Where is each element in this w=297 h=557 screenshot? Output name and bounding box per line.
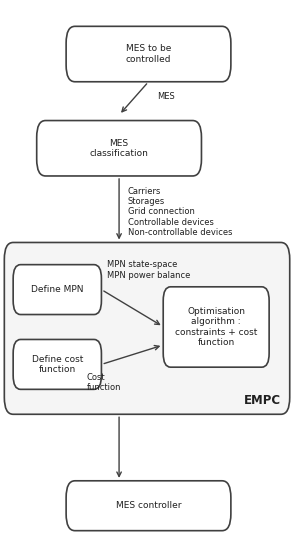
FancyBboxPatch shape xyxy=(13,265,101,315)
Text: Define cost
function: Define cost function xyxy=(31,355,83,374)
Text: Optimisation
algorithm :
constraints + cost
function: Optimisation algorithm : constraints + c… xyxy=(175,307,257,347)
FancyBboxPatch shape xyxy=(13,339,101,389)
Text: Cost
function: Cost function xyxy=(87,373,121,392)
Text: MES
classification: MES classification xyxy=(90,139,148,158)
Text: EMPC: EMPC xyxy=(244,394,281,407)
FancyBboxPatch shape xyxy=(37,120,201,176)
Text: MES controller: MES controller xyxy=(116,501,181,510)
Text: MES to be
controlled: MES to be controlled xyxy=(126,45,171,63)
FancyBboxPatch shape xyxy=(4,242,290,414)
Text: Carriers
Storages
Grid connection
Controllable devices
Non-controllable devices: Carriers Storages Grid connection Contro… xyxy=(128,187,233,237)
FancyBboxPatch shape xyxy=(163,287,269,367)
Text: MES: MES xyxy=(157,92,175,101)
Text: Define MPN: Define MPN xyxy=(31,285,83,294)
FancyBboxPatch shape xyxy=(66,26,231,82)
FancyBboxPatch shape xyxy=(66,481,231,531)
Text: MPN state-space
MPN power balance: MPN state-space MPN power balance xyxy=(107,260,191,280)
